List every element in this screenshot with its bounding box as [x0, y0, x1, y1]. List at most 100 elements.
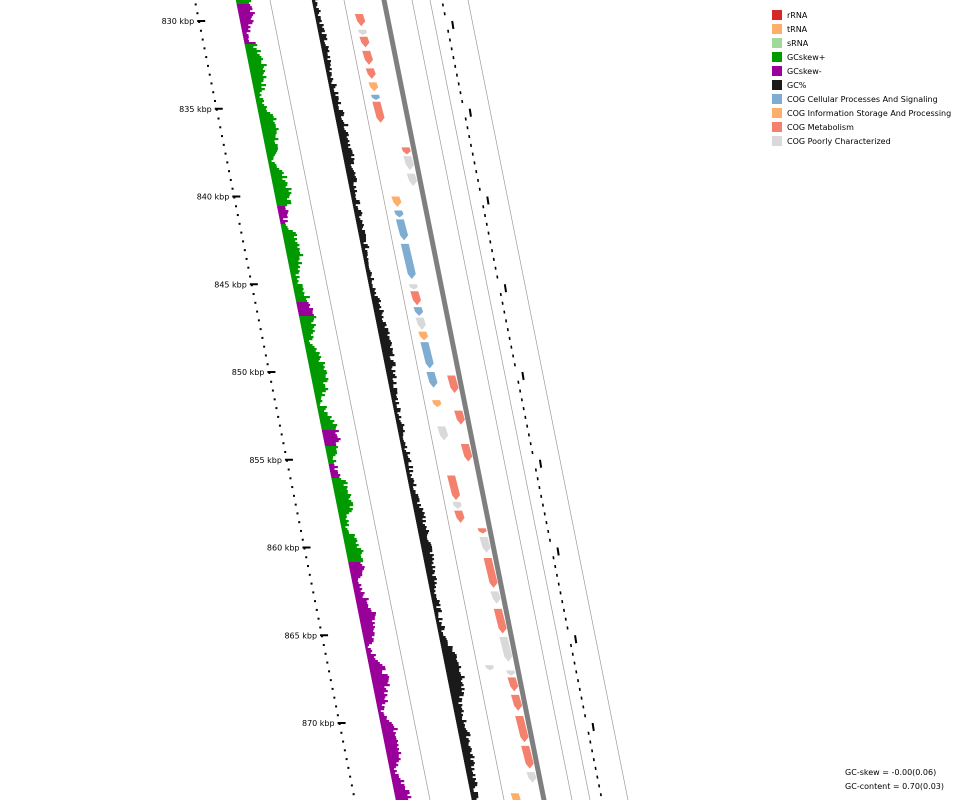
gc-content-bar	[420, 542, 431, 545]
gc-content-bar	[364, 264, 369, 267]
gc-content-bar	[359, 236, 366, 239]
gc-content-bar	[346, 170, 354, 173]
gc-skew-bar	[245, 46, 254, 49]
gc-skew-bar	[284, 242, 298, 245]
gc-skew-bar	[356, 604, 369, 607]
gc-skew-bar	[272, 182, 288, 185]
gc-skew-bar	[343, 536, 355, 539]
gc-skew-bar	[335, 498, 349, 501]
gc-skew-bar	[368, 660, 378, 663]
gc-content-bar	[378, 332, 390, 335]
gc-skew-bar	[305, 348, 317, 351]
ring-line	[467, 0, 629, 800]
gc-skew-bar	[295, 296, 310, 299]
gc-content-bar	[395, 416, 402, 419]
scale-dot	[257, 319, 260, 322]
gc-content-bar	[458, 730, 468, 733]
gc-content-bar	[323, 56, 331, 59]
legend-label: rRNA	[787, 10, 808, 20]
scale-dot	[229, 178, 232, 181]
gc-content-bar	[364, 262, 369, 265]
gc-content-bar	[368, 284, 373, 287]
legend-label: sRNA	[787, 38, 809, 48]
gc-content-bar	[455, 718, 463, 721]
gc-content-bar	[442, 650, 453, 653]
gc-content-bar	[418, 532, 429, 535]
gc-content-bar	[444, 662, 459, 665]
gc-skew-bar	[250, 74, 263, 77]
gc-content-bar	[401, 446, 408, 449]
gc-skew-bar	[236, 2, 250, 5]
gc-content-bar	[400, 444, 406, 447]
outer-scale-ticks	[441, 3, 602, 797]
gc-skew-bar	[279, 218, 284, 221]
legend-swatch	[772, 136, 782, 146]
gc-skew-bar	[283, 236, 294, 239]
gc-content-bar	[439, 636, 446, 639]
gc-content-bar	[329, 86, 336, 89]
legend-item: tRNA	[772, 22, 951, 36]
gc-skew-bar	[338, 514, 347, 517]
gc-skew-bar	[241, 26, 251, 29]
gc-skew-bar	[342, 530, 349, 533]
gc-skew-bar	[300, 324, 316, 327]
scale-dot	[238, 222, 241, 225]
gc-content-bar	[453, 706, 462, 709]
outer-tick	[503, 284, 508, 293]
gc-skew-bar	[339, 516, 347, 519]
gc-content-bar	[394, 412, 398, 415]
gc-skew-bar	[294, 290, 303, 293]
gc-skew-bar	[323, 436, 338, 439]
gc-skew-bar	[299, 318, 315, 321]
gc-skew-bar	[378, 712, 384, 715]
scale-dot	[326, 661, 329, 664]
gc-skew-bar	[378, 710, 381, 713]
gc-content-bar	[457, 728, 466, 731]
gc-content-bar	[340, 144, 351, 147]
gc-content-bar	[410, 492, 416, 495]
gc-content-bar	[371, 298, 380, 301]
gc-skew-bar	[392, 784, 405, 787]
scale-dot	[307, 565, 310, 568]
outer-tick	[574, 635, 578, 644]
gc-content-bar	[344, 162, 355, 165]
cog-feature	[365, 68, 376, 79]
gc-skew-bar	[370, 674, 388, 677]
gc-content-bar	[378, 330, 389, 333]
gc-skew-bar	[364, 642, 373, 645]
gc-skew-bar	[294, 294, 304, 297]
gc-content-bar	[441, 646, 453, 649]
gc-skew-bar	[347, 556, 362, 559]
gc-content-bar	[386, 372, 394, 375]
scale-dot	[208, 73, 211, 76]
gc-skew-bar	[389, 766, 396, 769]
scale-dot	[277, 415, 280, 418]
gc-content-bar	[394, 410, 401, 413]
gc-skew-bar	[362, 632, 375, 635]
gc-skew-bar	[236, 4, 251, 7]
gc-skew-bar	[344, 544, 359, 547]
gc-skew-bar	[264, 140, 275, 143]
gc-content-bar	[461, 748, 472, 751]
gc-content-bar	[462, 750, 472, 753]
gc-content-bar	[342, 152, 353, 155]
gc-skew-bar	[362, 634, 375, 637]
scale-dot	[308, 573, 311, 576]
cog-feature	[526, 772, 537, 783]
legend-swatch	[772, 38, 782, 48]
gc-skew-stat: GC-skew = -0.00(0.06)	[845, 768, 937, 777]
gc-skew-bar	[286, 250, 300, 253]
gc-content-bar	[466, 770, 473, 773]
scale-dot	[275, 407, 278, 410]
gc-content-bar	[433, 608, 441, 611]
gc-skew-bar	[314, 390, 326, 393]
gc-content-bar	[400, 440, 404, 443]
gc-skew-bar	[307, 356, 322, 359]
gc-skew-bar	[337, 508, 353, 511]
gc-content-bar	[434, 614, 439, 617]
gc-skew-bar	[382, 732, 396, 735]
outer-tick	[591, 722, 595, 732]
gc-skew-bar	[256, 104, 265, 107]
gc-content-bar	[390, 394, 397, 397]
scale-dot	[194, 3, 197, 6]
